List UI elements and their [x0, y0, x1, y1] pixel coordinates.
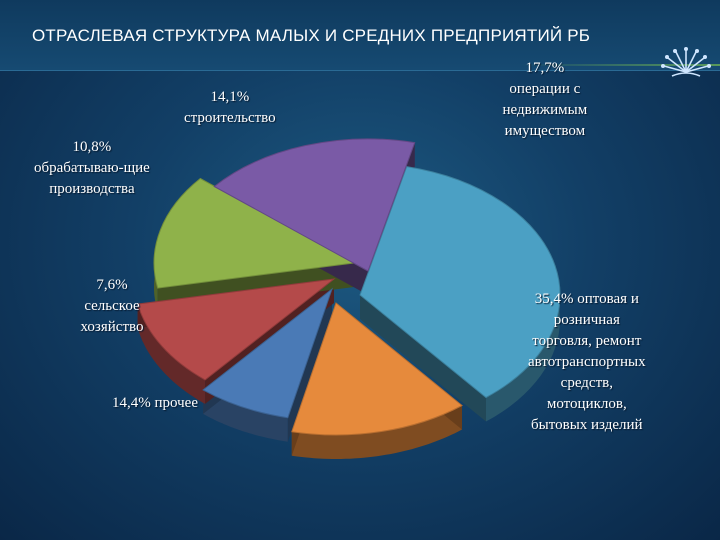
- pie-slice: [137, 278, 336, 381]
- pie-slice: [213, 138, 416, 272]
- slice-label: 14,1% строительство: [184, 87, 276, 129]
- accent-line: [520, 64, 720, 66]
- slice-label: 7,6% сельское хозяйство: [81, 275, 144, 338]
- slice-label-line: торговля, ремонт: [532, 332, 642, 349]
- slice-label-line: 10,8%: [72, 138, 112, 155]
- slice-label-line: обрабатываю-щие: [34, 159, 150, 176]
- slice-label-line: розничная: [553, 311, 620, 328]
- slide-title: ОТРАСЛЕВАЯ СТРУКТУРА МАЛЫХ И СРЕДНИХ ПРЕ…: [32, 26, 591, 45]
- pie-slice-side: [137, 304, 206, 404]
- pie-slice: [153, 177, 356, 289]
- slice-label-line: средств,: [560, 374, 613, 391]
- slice-label-line: производства: [49, 180, 135, 197]
- sunburst-logo-icon: [661, 47, 711, 77]
- slice-label-line: 7,6%: [96, 276, 128, 293]
- slice-label-line: 17,7%: [525, 60, 565, 76]
- slice-label-line: 14,1%: [210, 89, 250, 105]
- slice-label-line: 35,4% оптовая и: [534, 290, 639, 307]
- pie-slice-edge: [360, 295, 486, 422]
- slice-label: 17,7% операции с недвижимым имуществом: [503, 58, 588, 142]
- slice-label-line: недвижимым: [502, 102, 588, 118]
- slice-label-line: строительство: [184, 110, 276, 126]
- slice-label-line: имуществом: [504, 123, 586, 139]
- slice-label-line: 14,4% прочее: [112, 394, 198, 411]
- slice-label-line: сельское: [84, 297, 140, 314]
- slice-label-line: мотоциклов,: [546, 395, 627, 412]
- slice-label: 35,4% оптовая и розничная торговля, ремонт…: [528, 289, 646, 436]
- slice-label-line: хозяйство: [80, 318, 144, 335]
- title-band: [0, 0, 720, 71]
- pie-slice: [291, 302, 463, 436]
- slice-label-line: операции с: [509, 81, 581, 97]
- slice-label: 10,8% обрабатываю-щие производства: [34, 137, 150, 200]
- slice-label-line: бытовых изделий: [531, 416, 643, 433]
- pie-slice-edge: [287, 289, 332, 442]
- pie-slice: [359, 166, 561, 399]
- pie-slice-side: [203, 389, 288, 442]
- slice-label: 14,4% прочее: [112, 393, 198, 414]
- pie-slice: [202, 287, 334, 419]
- slice-label-line: автотранспортных: [528, 353, 646, 370]
